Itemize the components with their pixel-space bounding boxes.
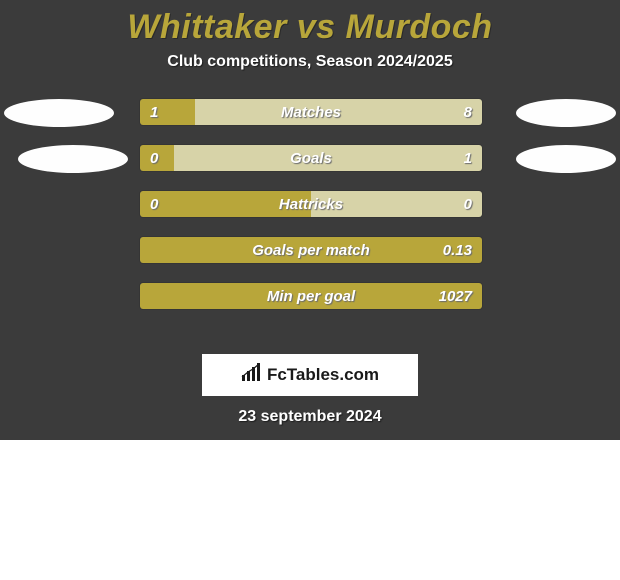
footer-brand-text: FcTables.com <box>267 365 379 385</box>
stat-right-value: 1027 <box>439 283 472 309</box>
stat-right-value: 8 <box>464 99 472 125</box>
page-subtitle: Club competitions, Season 2024/2025 <box>0 53 620 71</box>
stat-right-value: 1 <box>464 145 472 171</box>
stat-row: Goals per match0.13 <box>0 235 620 281</box>
stat-label: Min per goal <box>140 283 482 309</box>
player-right-ellipse <box>516 99 616 127</box>
stat-label: Goals per match <box>140 237 482 263</box>
footer-brand-box[interactable]: FcTables.com <box>202 354 418 396</box>
stat-right-value: 0 <box>464 191 472 217</box>
player-right-ellipse <box>516 145 616 173</box>
stat-label: Matches <box>140 99 482 125</box>
stat-rows: 1Matches80Goals10Hattricks0Goals per mat… <box>0 97 620 327</box>
page-title: Whittaker vs Murdoch <box>0 8 620 47</box>
stat-bar: 1Matches8 <box>140 99 482 125</box>
page-date: 23 september 2024 <box>0 408 620 426</box>
stat-bar: 0Goals1 <box>140 145 482 171</box>
stat-right-value: 0.13 <box>443 237 472 263</box>
bar-chart-icon <box>241 363 263 388</box>
player-left-ellipse <box>18 145 128 173</box>
stat-row: 1Matches8 <box>0 97 620 143</box>
stat-label: Goals <box>140 145 482 171</box>
stat-label: Hattricks <box>140 191 482 217</box>
stats-panel: Whittaker vs Murdoch Club competitions, … <box>0 0 620 440</box>
stat-row: 0Goals1 <box>0 143 620 189</box>
stat-row: Min per goal1027 <box>0 281 620 327</box>
stat-bar: Min per goal1027 <box>140 283 482 309</box>
stat-bar: 0Hattricks0 <box>140 191 482 217</box>
stat-bar: Goals per match0.13 <box>140 237 482 263</box>
stat-row: 0Hattricks0 <box>0 189 620 235</box>
player-left-ellipse <box>4 99 114 127</box>
